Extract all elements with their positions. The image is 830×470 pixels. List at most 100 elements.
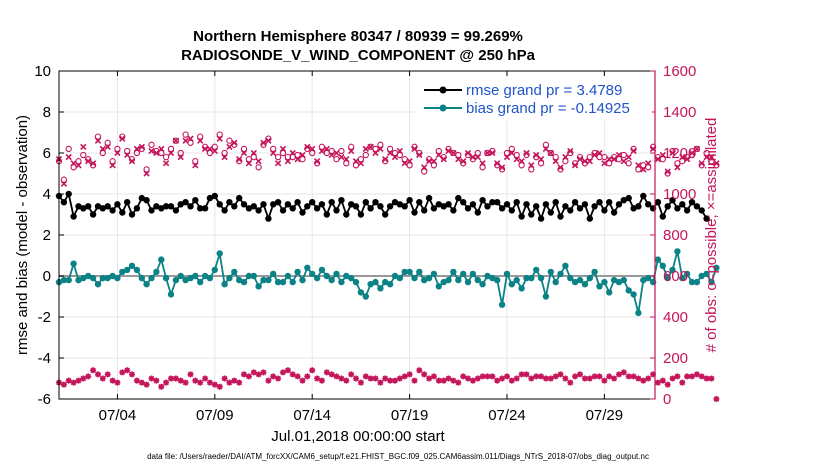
data-point: [240, 278, 248, 286]
data-point: [659, 262, 666, 269]
obs-count-point: [713, 396, 720, 402]
data-point: [294, 268, 301, 276]
obs-count-point: [689, 373, 695, 380]
data-point: [567, 274, 574, 282]
data-point: [60, 199, 68, 206]
data-point: [445, 201, 452, 208]
obs-count-point: [513, 375, 520, 382]
obs-count-point: [499, 375, 506, 382]
data-point: [99, 205, 107, 212]
obs-possible-point: [162, 153, 170, 161]
data-point: [328, 276, 335, 284]
obs-count-point: [124, 367, 131, 374]
obs-assimilated-point: [216, 135, 223, 142]
obs-assimilated-point: [586, 158, 593, 165]
obs-assimilated-point: [391, 153, 399, 161]
data-point: [99, 274, 107, 282]
data-point: [571, 199, 579, 206]
obs-assimilated-point: [201, 145, 209, 153]
x-tick-label: 07/09: [196, 407, 234, 424]
obs-assimilated-point: [674, 164, 681, 171]
obs-assimilated-point: [309, 145, 316, 153]
data-point: [352, 278, 360, 286]
obs-assimilated-point: [265, 137, 272, 144]
data-point: [124, 266, 131, 274]
obs-assimilated-point: [430, 158, 438, 165]
data-point: [523, 274, 530, 282]
data-file-footnote: data file: /Users/raeder/DAI/ATM_forcXX/…: [147, 452, 649, 461]
data-point: [255, 207, 262, 214]
data-point: [455, 276, 462, 284]
data-point: [313, 274, 321, 282]
data-point: [201, 205, 209, 212]
data-point: [440, 203, 447, 210]
obs-possible-point: [250, 153, 257, 161]
data-point: [630, 205, 637, 212]
obs-assimilated-point: [357, 160, 365, 167]
obs-assimilated-point: [537, 156, 545, 163]
data-point: [338, 278, 345, 286]
obs-count-point: [581, 375, 588, 382]
obs-count-point: [377, 379, 384, 386]
data-point: [547, 209, 554, 216]
data-point: [396, 274, 403, 282]
data-point: [158, 256, 165, 263]
data-point: [221, 281, 228, 288]
data-point: [713, 264, 720, 271]
data-point: [284, 201, 292, 208]
series-1: [55, 248, 720, 317]
obs-count-point: [104, 371, 111, 378]
obs-count-point: [664, 381, 671, 388]
data-point: [240, 201, 248, 208]
data-point: [435, 283, 442, 290]
data-point: [177, 201, 184, 208]
y-right-tick-label: 800: [663, 227, 688, 244]
y-right-tick-label: 600: [663, 268, 688, 285]
obs-count-point: [265, 377, 272, 384]
data-point: [216, 201, 223, 208]
data-point: [348, 274, 355, 282]
data-point: [430, 205, 438, 212]
obs-count-point: [216, 383, 223, 390]
obs-count-point: [206, 379, 213, 386]
obs-assimilated-point: [270, 149, 277, 157]
obs-count-point: [489, 373, 496, 380]
obs-assimilated-point: [528, 162, 535, 169]
data-point: [167, 291, 175, 298]
obs-count-point: [85, 373, 92, 380]
obs-count-point: [299, 377, 306, 384]
obs-count-point: [654, 379, 661, 386]
data-point: [528, 211, 535, 218]
chart-subtitle: RADIOSONDE_V_WIND_COMPONENT @ 250 hPa: [181, 47, 536, 64]
data-point: [274, 199, 282, 206]
data-point: [703, 215, 710, 222]
x-tick-label: 07/19: [391, 407, 429, 424]
obs-possible-point: [114, 145, 121, 153]
obs-count-point: [172, 375, 179, 382]
obs-count-point: [129, 371, 135, 378]
data-point: [508, 281, 515, 288]
obs-count-point: [192, 377, 199, 384]
obs-assimilated-point: [460, 158, 467, 165]
data-point: [289, 205, 296, 212]
obs-assimilated-point: [533, 151, 540, 159]
data-point: [162, 203, 170, 210]
obs-assimilated-point: [304, 143, 311, 150]
obs-possible-point: [279, 149, 287, 157]
data-point: [498, 205, 506, 212]
data-point: [596, 199, 603, 206]
data-point: [85, 272, 92, 280]
data-point: [683, 270, 691, 278]
obs-assimilated-point: [645, 160, 652, 167]
obs-count-point: [421, 371, 428, 378]
y-right-tick-label: 1400: [663, 104, 696, 121]
data-point: [226, 274, 233, 282]
data-point: [654, 256, 662, 263]
y-tick-label: 2: [43, 227, 51, 244]
data-point: [343, 211, 350, 218]
data-point: [304, 264, 311, 271]
obs-assimilated-point: [489, 149, 496, 157]
obs-possible-point: [606, 160, 613, 167]
y-tick-label: 4: [43, 186, 51, 203]
obs-possible-point: [80, 151, 87, 159]
